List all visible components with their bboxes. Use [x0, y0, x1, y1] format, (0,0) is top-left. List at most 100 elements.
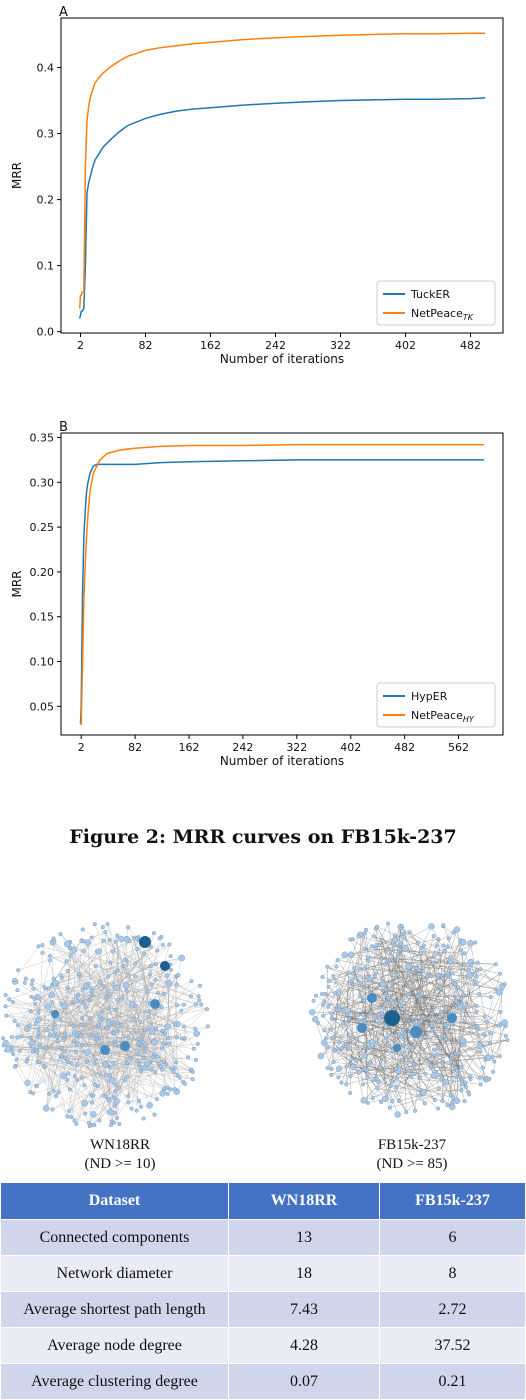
- graph-node: [390, 1033, 394, 1037]
- graph-node: [106, 1027, 110, 1031]
- graph-node: [194, 1031, 200, 1037]
- graph-node: [139, 1070, 143, 1074]
- graph-node: [433, 1098, 437, 1102]
- graph-node: [321, 1003, 325, 1007]
- graph-node: [380, 938, 384, 942]
- graph-node: [175, 983, 179, 987]
- graph-node: [366, 1072, 370, 1076]
- graph-node: [93, 1123, 97, 1127]
- graph-node: [393, 934, 397, 938]
- graph-node: [380, 1011, 384, 1015]
- graph-node: [460, 939, 466, 945]
- table-cell: 0.21: [380, 1364, 526, 1400]
- graph-node: [336, 1008, 340, 1012]
- graph-node: [81, 988, 85, 992]
- graph-node: [333, 1049, 337, 1053]
- graph-node: [139, 1066, 143, 1070]
- graph-node: [337, 1041, 341, 1045]
- table-cell: 8: [380, 1256, 526, 1292]
- graph-hub-node: [150, 999, 160, 1009]
- graph-node: [403, 1035, 407, 1039]
- graph-node: [421, 966, 425, 970]
- graph-node: [446, 1103, 450, 1107]
- graph-node: [428, 923, 434, 929]
- wn18rr-network-graph: [0, 910, 526, 1140]
- graph-node: [398, 948, 402, 952]
- graph-node: [415, 966, 419, 970]
- graph-node: [43, 1105, 49, 1111]
- graph-node: [162, 992, 166, 996]
- graph-node: [102, 939, 106, 943]
- graph-node: [479, 1050, 483, 1054]
- graph-node: [423, 1102, 427, 1106]
- graph-node: [309, 1009, 315, 1015]
- table-cell: 7.43: [229, 1292, 380, 1328]
- graph-node: [123, 958, 127, 962]
- graph-node: [196, 1042, 200, 1046]
- graph-node: [64, 1056, 68, 1060]
- x-tick-label: 322: [286, 741, 307, 754]
- y-tick-label: 0.3: [37, 128, 55, 141]
- dataset-stats-table: Dataset WN18RR FB15k-237 Connected compo…: [0, 1182, 526, 1400]
- graph-node: [178, 1076, 182, 1080]
- graph-node: [101, 925, 105, 929]
- graph-node: [41, 943, 45, 947]
- graph-node: [473, 941, 477, 945]
- graph-node: [96, 948, 102, 954]
- graph-node: [114, 1083, 118, 1087]
- graph-node: [454, 1098, 460, 1104]
- graph-node: [485, 1020, 489, 1024]
- graph-node: [163, 1032, 167, 1036]
- graph-node: [312, 999, 316, 1003]
- graph-node: [84, 1049, 90, 1055]
- graph-node: [385, 1001, 389, 1005]
- graph-node: [72, 1039, 76, 1043]
- graph-node: [99, 981, 103, 985]
- graph-node: [435, 1053, 439, 1057]
- graph-node: [92, 1094, 96, 1098]
- graph-node: [149, 1029, 155, 1035]
- graph-node: [198, 999, 202, 1003]
- graph-node: [109, 1065, 113, 1069]
- graph-node: [166, 1036, 170, 1040]
- graph-node: [357, 1071, 361, 1075]
- graph-node: [361, 1097, 367, 1103]
- graph-node: [116, 1021, 120, 1025]
- graph-node: [85, 1060, 89, 1064]
- graph-node: [169, 954, 173, 958]
- graph-node: [493, 1060, 497, 1064]
- graph-node: [138, 1062, 142, 1066]
- graph-node: [475, 1004, 479, 1008]
- graph-node: [420, 1089, 426, 1095]
- graph-node: [64, 941, 70, 947]
- graph-node: [75, 1078, 79, 1082]
- y-tick-label: 0.1: [37, 260, 55, 273]
- graph-node: [384, 993, 388, 997]
- graph-node: [469, 1075, 473, 1079]
- graph-node: [359, 981, 363, 985]
- graph-node: [67, 1109, 71, 1113]
- graph-node: [154, 962, 158, 966]
- graph-node: [348, 952, 354, 958]
- graph-node: [111, 950, 115, 954]
- graph-node: [139, 1105, 143, 1109]
- graph-node: [16, 988, 20, 992]
- graph-node: [190, 979, 194, 983]
- graph-node: [146, 1015, 150, 1019]
- graph-node: [355, 1037, 359, 1041]
- graph-node: [16, 968, 20, 972]
- graph-node: [33, 1002, 37, 1006]
- graph-node: [27, 1024, 31, 1028]
- graph-node: [429, 1064, 433, 1068]
- graph-edge: [71, 1080, 77, 1117]
- graph-node: [48, 958, 52, 962]
- graph-node: [435, 944, 439, 948]
- graph-node: [37, 1027, 41, 1031]
- graph-node: [106, 992, 110, 996]
- graph-node: [413, 1109, 417, 1113]
- graph-node: [397, 1099, 401, 1103]
- graph-node: [454, 999, 458, 1003]
- graph-node: [126, 925, 130, 929]
- graph-node: [86, 982, 90, 986]
